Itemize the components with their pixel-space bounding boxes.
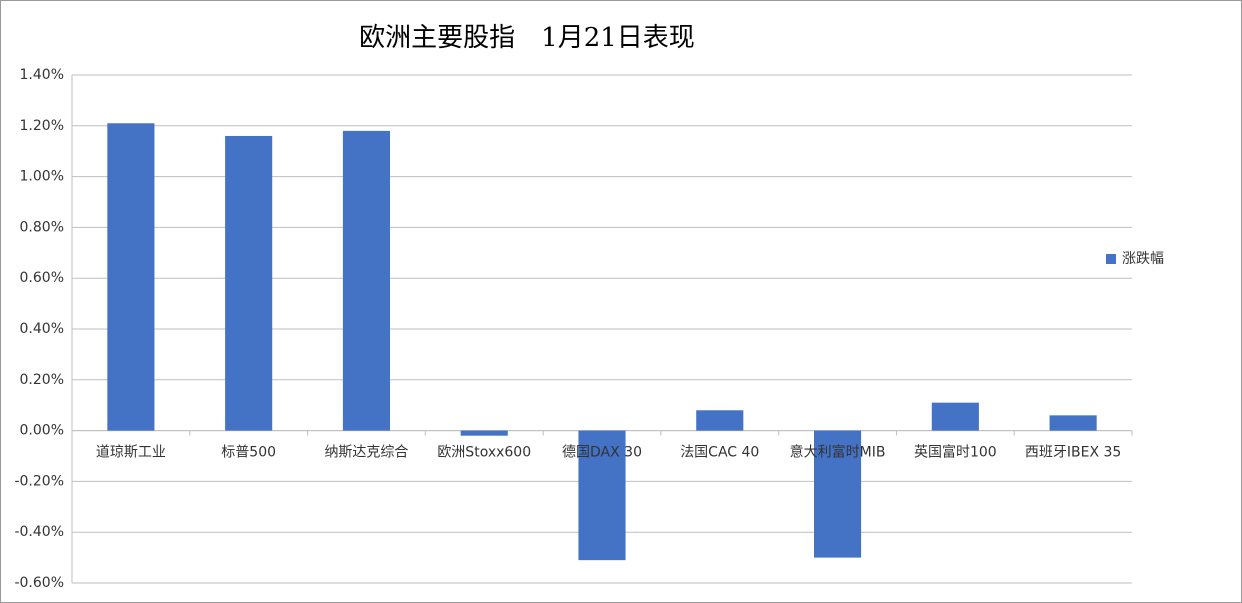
legend-label: 涨跌幅: [1122, 251, 1164, 267]
x-tick-label: 西班牙IBEX 35: [1025, 445, 1121, 461]
legend-swatch: [1106, 254, 1116, 264]
chart-title: 欧洲主要股指 1月21日表现: [359, 23, 695, 53]
y-tick-label: 1.00%: [20, 169, 64, 185]
x-tick-label: 意大利富时MIB: [790, 444, 886, 461]
y-tick-label: 0.00%: [20, 423, 64, 439]
y-tick-label: 0.60%: [20, 270, 64, 286]
y-tick-label: 1.40%: [20, 67, 64, 83]
bar: [696, 410, 744, 431]
bar: [460, 430, 508, 436]
y-tick-label: 0.20%: [20, 372, 64, 388]
bar: [342, 130, 390, 431]
y-tick-label: 1.20%: [20, 118, 64, 134]
y-tick-label: -0.20%: [14, 473, 64, 489]
x-tick-label: 德国DAX 30: [562, 445, 642, 461]
x-tick-label: 英国富时100: [914, 444, 997, 461]
x-tick-label: 纳斯达克综合: [324, 445, 408, 461]
x-tick-label: 欧洲Stoxx600: [437, 445, 531, 461]
x-tick-label: 标普500: [221, 445, 276, 461]
bar: [225, 135, 273, 431]
y-tick-label: -0.60%: [14, 575, 64, 591]
bar: [814, 430, 862, 558]
y-tick-label: -0.40%: [14, 524, 64, 540]
bar: [578, 430, 626, 561]
y-tick-label: 0.80%: [20, 219, 64, 235]
x-tick-label: 道琼斯工业: [96, 445, 166, 461]
bar: [1049, 415, 1097, 431]
bar: [931, 402, 979, 431]
x-tick-label: 法国CAC 40: [680, 445, 759, 461]
y-tick-label: 0.40%: [20, 321, 64, 337]
bar: [107, 123, 155, 431]
